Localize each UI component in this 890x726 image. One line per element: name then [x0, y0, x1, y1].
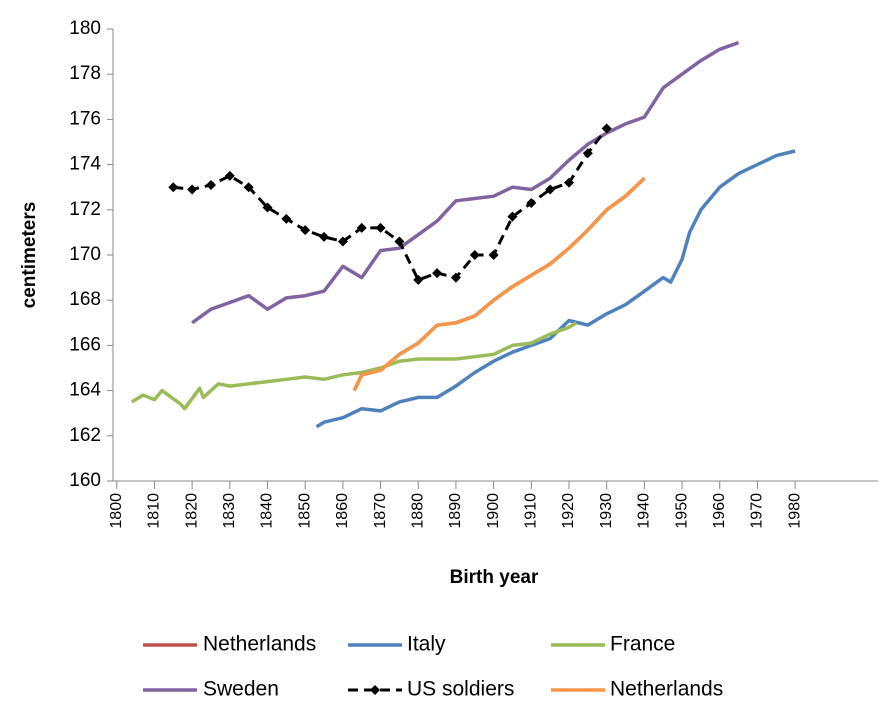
point-marker: [205, 179, 216, 190]
y-tick-label: 176: [69, 108, 101, 129]
x-tick-label: 1910: [523, 493, 540, 529]
point-marker: [563, 177, 574, 188]
series-line: [191, 40, 740, 325]
series-line: [130, 321, 578, 411]
y-axis-title: centimeters: [19, 202, 40, 309]
legend-label: France: [610, 633, 675, 656]
legend-label: Italy: [407, 633, 446, 656]
x-tick-label: 1880: [409, 493, 426, 529]
point-marker: [281, 213, 292, 224]
x-axis-title: Birth year: [450, 567, 539, 588]
x-tick-label: 1890: [447, 493, 464, 529]
x-tick-label: 1960: [711, 493, 728, 529]
y-tick-label: 160: [69, 470, 101, 491]
x-tick-label: 1940: [636, 493, 653, 529]
point-marker: [488, 250, 499, 260]
x-tick-label: 1980: [786, 493, 803, 529]
x-tick-label: 1800: [108, 493, 125, 529]
point-marker: [168, 182, 179, 193]
x-tick-label: 1830: [221, 493, 238, 529]
point-marker: [507, 211, 518, 222]
y-tick-label: 172: [69, 199, 101, 220]
x-tick-label: 1950: [673, 493, 690, 529]
point-marker: [262, 202, 273, 213]
point-marker: [187, 184, 198, 195]
point-marker: [545, 184, 556, 195]
point-marker: [413, 274, 424, 285]
x-tick-label: 1900: [485, 493, 502, 529]
legend-label: Netherlands: [203, 633, 316, 656]
series-line: [173, 127, 608, 282]
x-tick-label: 1840: [259, 493, 276, 529]
point-marker: [450, 272, 461, 283]
point-marker: [582, 148, 593, 159]
x-tick-label: 1810: [146, 493, 163, 529]
point-marker: [243, 182, 254, 193]
y-tick-label: 174: [69, 154, 101, 175]
y-tick-label: 178: [69, 63, 101, 84]
x-tick-label: 1970: [749, 493, 766, 529]
x-tick-label: 1850: [296, 493, 313, 529]
point-marker: [319, 231, 330, 242]
y-tick-label: 166: [69, 334, 101, 355]
point-marker: [432, 268, 443, 279]
x-tick-label: 1820: [183, 493, 200, 529]
x-tick-label: 1860: [334, 493, 351, 529]
y-tick-label: 170: [69, 244, 101, 265]
y-tick-label: 168: [69, 289, 101, 310]
y-tick-label: 180: [69, 18, 101, 39]
point-marker: [375, 222, 386, 233]
legend-label: US soldiers: [407, 678, 514, 701]
point-marker: [469, 250, 480, 260]
x-tick-label: 1920: [560, 493, 577, 529]
point-marker: [526, 198, 537, 209]
legend-label: Netherlands: [610, 678, 723, 701]
series-line: [315, 149, 796, 429]
x-tick-label: 1870: [372, 493, 389, 529]
point-marker: [601, 123, 612, 134]
y-tick-label: 162: [69, 425, 101, 446]
y-tick-label: 164: [69, 380, 101, 401]
x-tick-label: 1930: [598, 493, 615, 529]
point-marker: [224, 170, 235, 181]
point-marker: [337, 236, 348, 247]
point-marker: [300, 225, 311, 236]
series-line: [352, 176, 646, 392]
point-marker: [356, 222, 367, 233]
legend-label: Sweden: [203, 678, 279, 701]
legend-marker: [370, 685, 380, 695]
point-marker: [394, 236, 405, 247]
